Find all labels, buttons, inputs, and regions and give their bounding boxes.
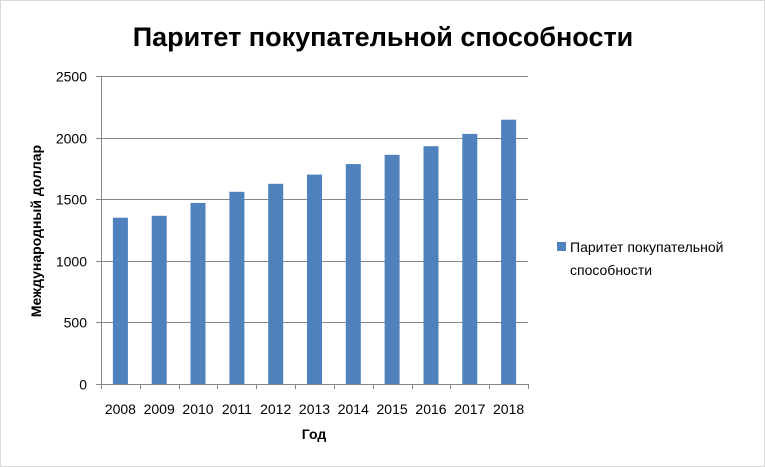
x-tick-label: 2015 xyxy=(377,401,408,417)
chart-title: Паритет покупательной способности xyxy=(133,22,634,52)
x-tick-labels: 2008 2009 2010 2011 2012 2013 2014 2015 2016 2017… xyxy=(105,401,525,417)
y-tick-label: 2500 xyxy=(56,69,87,85)
bars xyxy=(112,119,517,384)
bar-2017 xyxy=(462,133,478,384)
x-tick-label: 2009 xyxy=(144,401,175,417)
legend-label-line-2: способности xyxy=(570,262,652,278)
x-tick-label: 2012 xyxy=(260,401,291,417)
x-tick-label: 2017 xyxy=(454,401,485,417)
x-tick-label: 2016 xyxy=(415,401,446,417)
bar-2011 xyxy=(229,191,245,384)
x-tick-label: 2013 xyxy=(299,401,330,417)
y-axis-title: Международный доллар xyxy=(28,145,44,317)
x-tick-label: 2018 xyxy=(493,401,524,417)
bar-2016 xyxy=(423,146,439,384)
legend-swatch xyxy=(557,242,566,251)
y-tick-label: 2000 xyxy=(56,131,87,147)
bar-2014 xyxy=(345,164,361,384)
x-tick-label: 2011 xyxy=(222,401,252,417)
x-tick-label: 2010 xyxy=(182,401,213,417)
y-tick-label: 1000 xyxy=(56,254,87,270)
legend: Паритет покупательной способности xyxy=(557,239,723,278)
bar-2013 xyxy=(307,174,322,384)
bar-2015 xyxy=(384,154,400,384)
x-tick-label: 2014 xyxy=(338,401,369,417)
bar-2008 xyxy=(112,217,128,384)
bar-2012 xyxy=(268,183,284,384)
y-tick-labels: 0 500 1000 1500 2000 2500 xyxy=(56,69,87,393)
bar-2009 xyxy=(151,215,167,384)
bar-2018 xyxy=(501,119,517,384)
x-axis-title: Год xyxy=(302,426,327,442)
legend-label-line-1: Паритет покупательной xyxy=(570,239,723,255)
y-tick-label: 1500 xyxy=(56,192,87,208)
y-tick-label: 0 xyxy=(79,377,87,393)
axes xyxy=(96,76,529,389)
bar-2010 xyxy=(190,202,206,384)
x-tick-label: 2008 xyxy=(105,401,136,417)
y-tick-label: 500 xyxy=(64,315,88,331)
